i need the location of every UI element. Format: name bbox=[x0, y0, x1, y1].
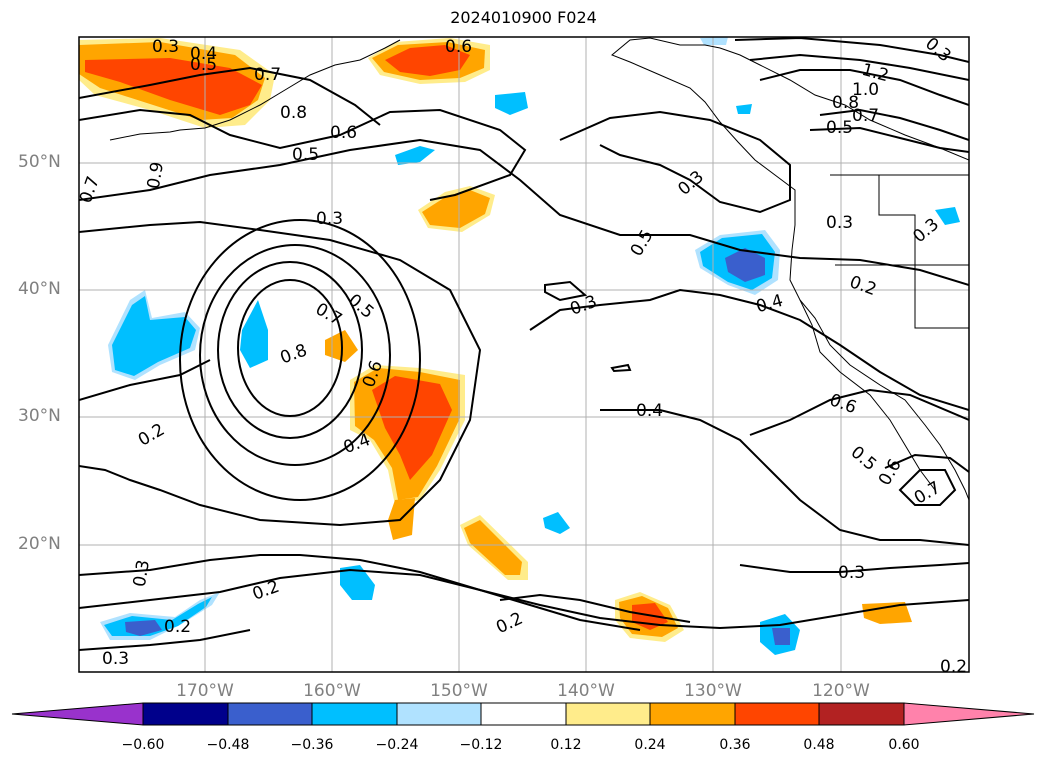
lon-label-150w: 150°W bbox=[430, 681, 488, 701]
contour-label: 0.7 bbox=[852, 106, 879, 126]
contour-label: 0.3 bbox=[152, 37, 179, 57]
colorbar-extend-low bbox=[11, 702, 144, 726]
coastlines bbox=[109, 37, 969, 501]
lon-label-140w: 140°W bbox=[557, 681, 615, 701]
colorbar-bin bbox=[142, 702, 229, 726]
colorbar-tick: −0.60 bbox=[121, 737, 165, 753]
contour-label: 0.3 bbox=[130, 558, 154, 588]
colorbar-bin bbox=[227, 702, 313, 726]
contour-label: 0.9 bbox=[144, 160, 168, 190]
graticule bbox=[79, 37, 969, 672]
contour-label: 0.3 bbox=[316, 209, 343, 229]
colorbar-tick: −0.24 bbox=[375, 737, 419, 753]
plot-frame bbox=[78, 36, 970, 673]
colorbar-bin bbox=[649, 702, 736, 726]
contour-label: 0.3 bbox=[838, 563, 865, 583]
colorbar-tick: −0.36 bbox=[290, 737, 334, 753]
lat-label-20n: 20°N bbox=[18, 534, 61, 554]
contour-label: 0.6 bbox=[445, 37, 472, 57]
lon-label-160w: 160°W bbox=[303, 681, 361, 701]
colorbar-tick: 0.36 bbox=[719, 737, 751, 753]
colorbar-tick: −0.48 bbox=[206, 737, 250, 753]
contour-label: 0.4 bbox=[636, 401, 663, 421]
colorbar-tick: 0.24 bbox=[634, 737, 666, 753]
colorbar-bin bbox=[311, 702, 398, 726]
contour-label: 0.3 bbox=[102, 649, 129, 669]
map-title: 2024010900 F024 bbox=[450, 8, 597, 27]
colorbar-bin bbox=[396, 702, 482, 726]
colorbar-extend-high bbox=[903, 702, 1035, 726]
colorbar-tick: 0.60 bbox=[888, 737, 920, 753]
lon-label-170w: 170°W bbox=[176, 681, 234, 701]
contour-label: 0.5 bbox=[190, 55, 217, 75]
contour-label: 0.4 bbox=[190, 44, 217, 64]
contour-label: 0.5 bbox=[292, 145, 319, 165]
contour-label: 0.6 bbox=[330, 123, 357, 143]
lat-label-40n: 40°N bbox=[18, 279, 61, 299]
lat-label-30n: 30°N bbox=[18, 406, 61, 426]
contour-label: 0.3 bbox=[826, 213, 853, 233]
lon-label-130w: 130°W bbox=[684, 681, 742, 701]
contour-label: 0.8 bbox=[280, 103, 307, 123]
colorbar-bin bbox=[818, 702, 905, 726]
contour-label: 0.2 bbox=[164, 617, 191, 637]
colorbar-tick: 0.12 bbox=[550, 737, 582, 753]
colorbar-tick: 0.48 bbox=[803, 737, 835, 753]
colorbar bbox=[11, 702, 1035, 726]
contour-label: 0.8 bbox=[832, 93, 859, 113]
colorbar-tick: −0.12 bbox=[459, 737, 503, 753]
shaded-regions bbox=[79, 37, 960, 655]
colorbar-bin bbox=[480, 702, 567, 726]
contour-label: 0.2 bbox=[940, 657, 967, 677]
contour-label: 0.5 bbox=[826, 118, 853, 138]
contours bbox=[79, 37, 969, 651]
lat-label-50n: 50°N bbox=[18, 152, 61, 172]
contour-label: 1.0 bbox=[852, 80, 879, 100]
colorbar-bin bbox=[734, 702, 820, 726]
lon-label-120w: 120°W bbox=[812, 681, 870, 701]
colorbar-bin bbox=[565, 702, 651, 726]
contour-label: 0.7 bbox=[254, 65, 281, 85]
